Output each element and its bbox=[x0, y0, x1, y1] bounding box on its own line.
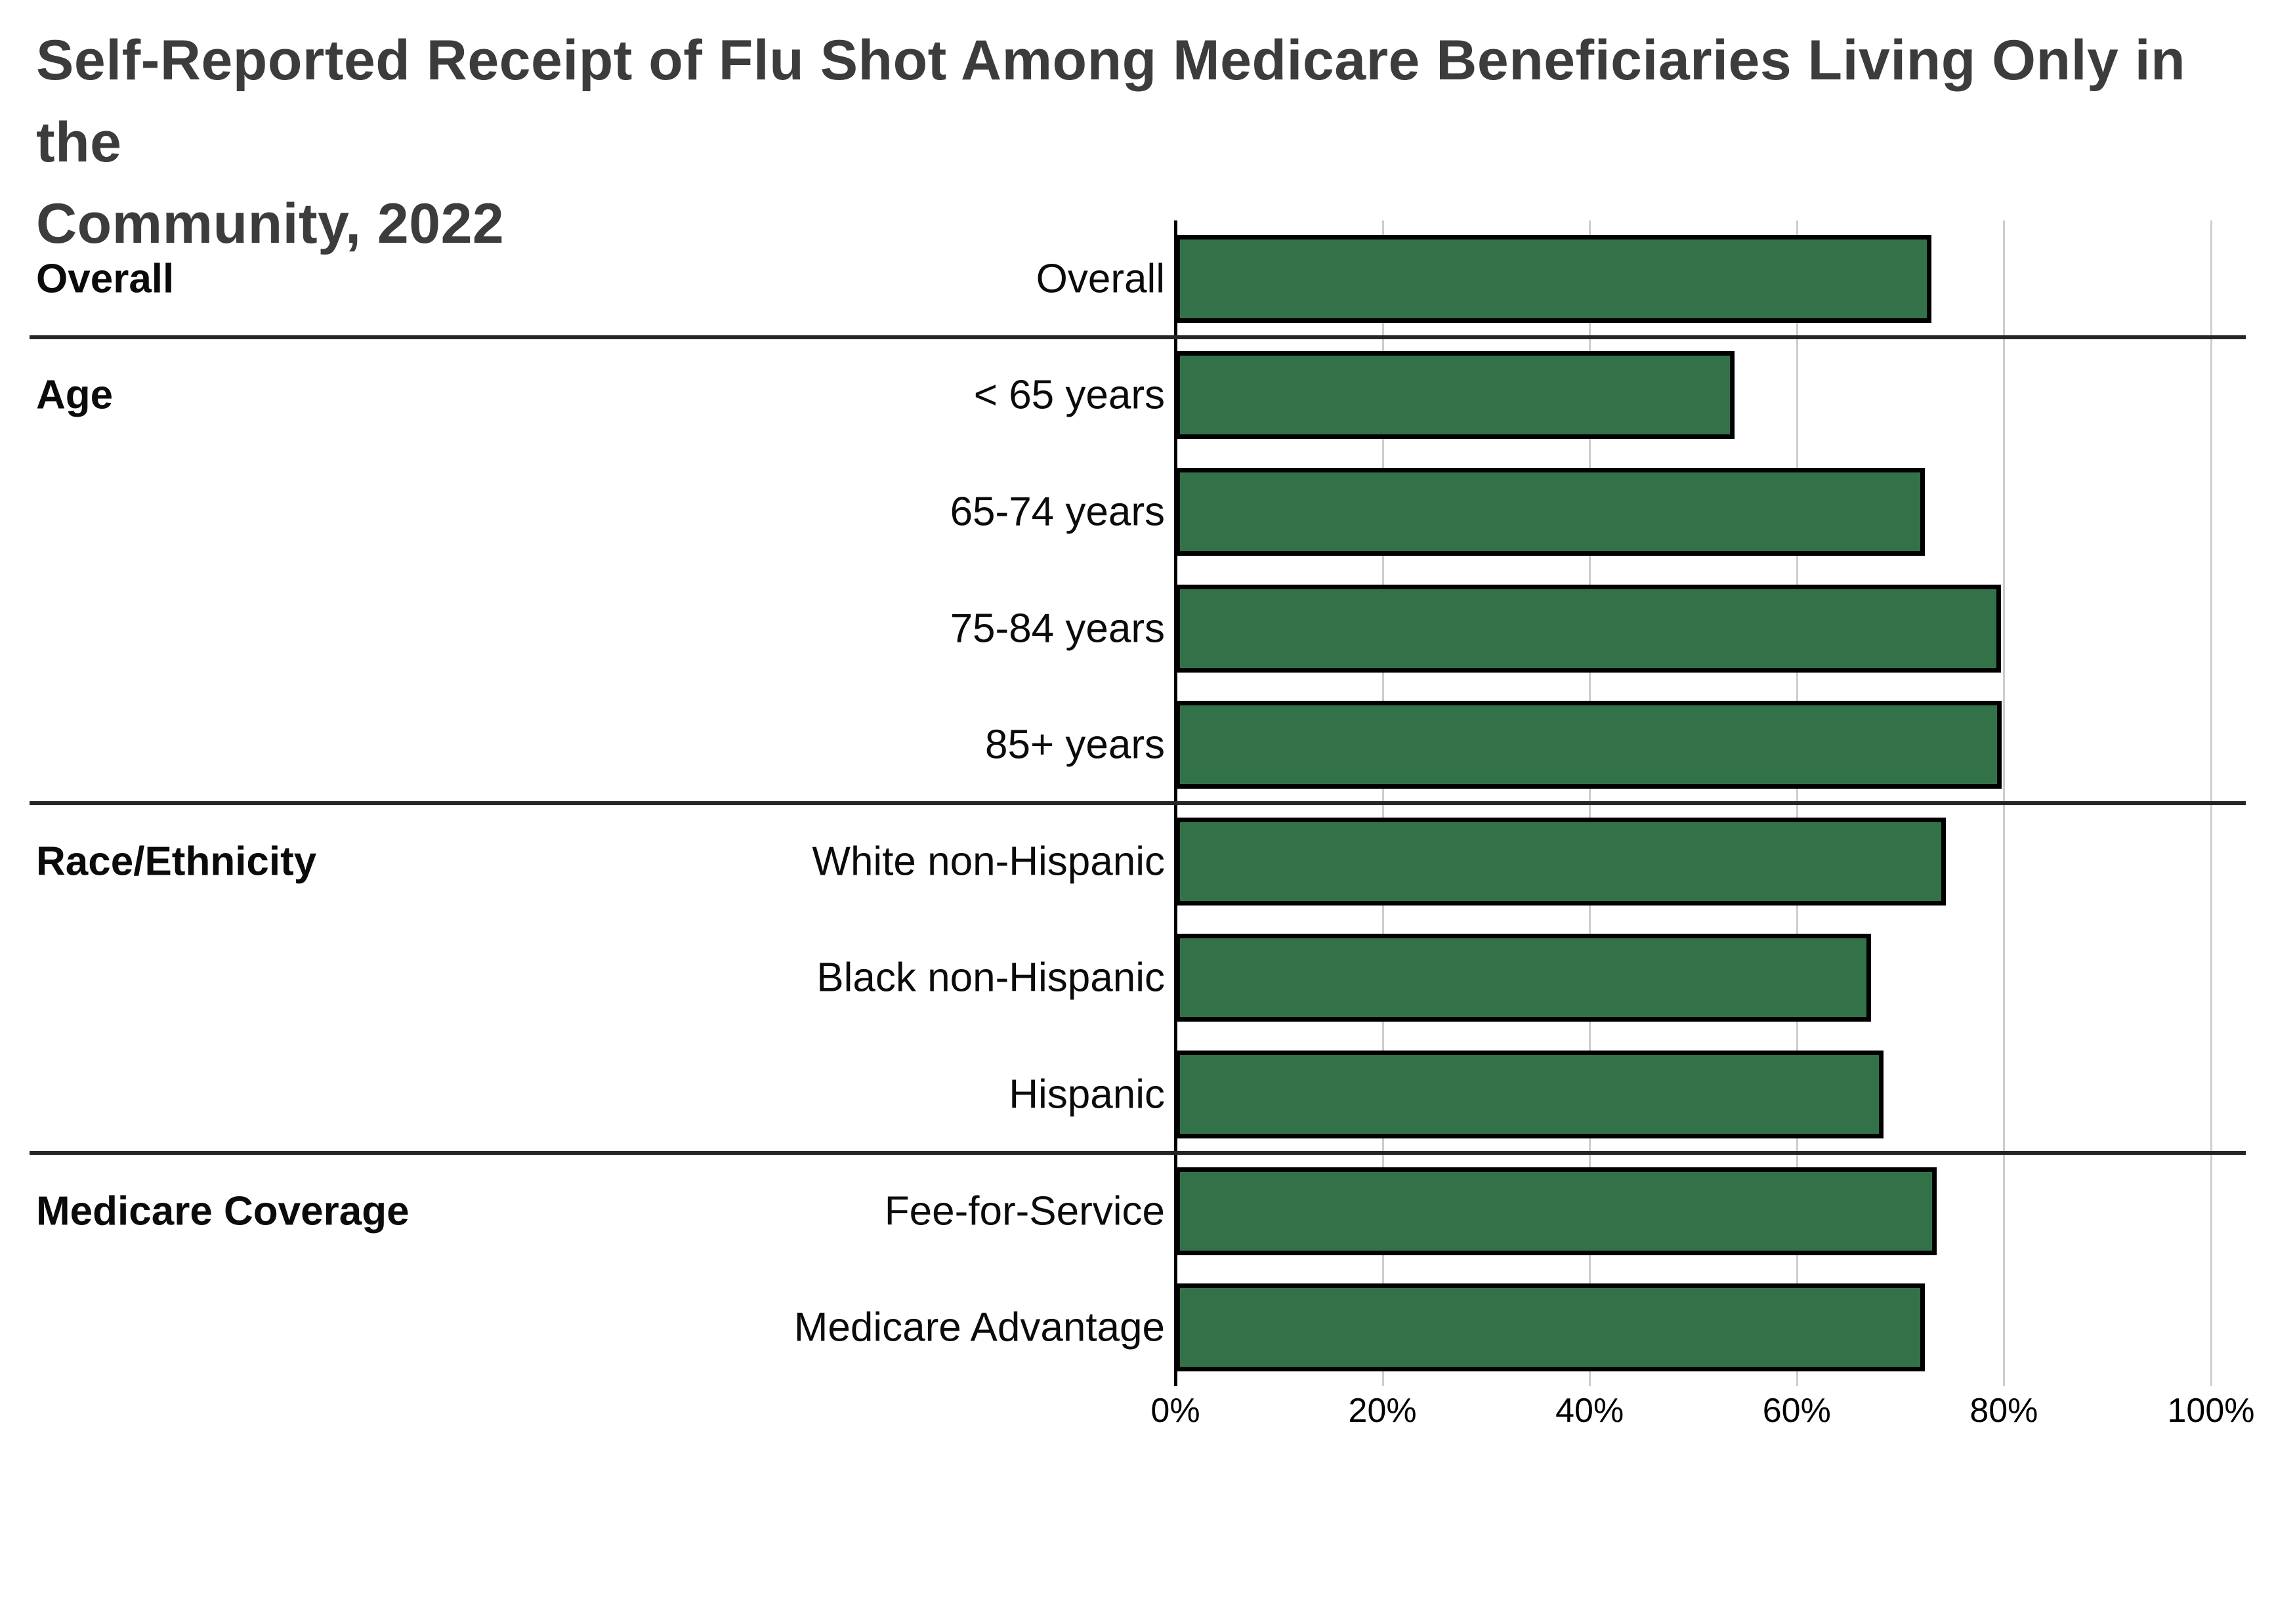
bar-row: Age < 65 years bbox=[0, 337, 2274, 454]
bar bbox=[1175, 701, 2002, 789]
bar bbox=[1175, 817, 1947, 906]
bar-row: 85+ years bbox=[0, 686, 2274, 803]
section-divider bbox=[30, 1150, 2246, 1155]
row-label: 85+ years bbox=[984, 722, 1165, 768]
row-label: Medicare Advantage bbox=[793, 1304, 1165, 1350]
x-tick-label: 100% bbox=[2167, 1392, 2255, 1430]
chart-title: Self-Reported Receipt of Flu Shot Among … bbox=[36, 29, 2186, 256]
bar bbox=[1175, 934, 1872, 1022]
row-label: Overall bbox=[1036, 256, 1165, 302]
row-label: Hispanic bbox=[1009, 1072, 1165, 1117]
bar-row: Medicare Coverage Fee-for-Service bbox=[0, 1153, 2274, 1270]
x-tick-label: 80% bbox=[1969, 1392, 2038, 1430]
row-label: < 65 years bbox=[973, 372, 1165, 418]
x-tick-label: 20% bbox=[1348, 1392, 1417, 1430]
x-tick-label: 40% bbox=[1555, 1392, 1624, 1430]
section-label: Medicare Coverage bbox=[36, 1188, 410, 1234]
x-tick-label: 60% bbox=[1762, 1392, 1831, 1430]
bar-row: Black non-Hispanic bbox=[0, 920, 2274, 1037]
row-label: White non-Hispanic bbox=[812, 839, 1165, 885]
row-label: Black non-Hispanic bbox=[816, 955, 1165, 1001]
section-divider bbox=[30, 801, 2246, 805]
bar bbox=[1175, 351, 1735, 440]
bar-row: 65-74 years bbox=[0, 453, 2274, 570]
bar-row: Medicare Advantage bbox=[0, 1269, 2274, 1386]
bar-row: Overall Overall bbox=[0, 220, 2274, 337]
row-label: 65-74 years bbox=[950, 489, 1165, 535]
row-label: 75-84 years bbox=[950, 606, 1165, 652]
bar bbox=[1175, 1050, 1884, 1138]
bar bbox=[1175, 467, 1926, 556]
bar bbox=[1175, 234, 1931, 323]
row-label: Fee-for-Service bbox=[884, 1188, 1165, 1234]
bar bbox=[1175, 1167, 1937, 1255]
bar-row: 75-84 years bbox=[0, 570, 2274, 687]
bar bbox=[1175, 1283, 1926, 1372]
bar-row: Race/Ethnicity White non-Hispanic bbox=[0, 803, 2274, 920]
section-divider bbox=[30, 335, 2246, 339]
bar-row: Hispanic bbox=[0, 1036, 2274, 1153]
x-tick-label: 0% bbox=[1150, 1392, 1200, 1430]
section-label: Overall bbox=[36, 256, 175, 302]
section-label: Age bbox=[36, 372, 114, 418]
bar bbox=[1175, 584, 2001, 673]
section-label: Race/Ethnicity bbox=[36, 839, 317, 885]
